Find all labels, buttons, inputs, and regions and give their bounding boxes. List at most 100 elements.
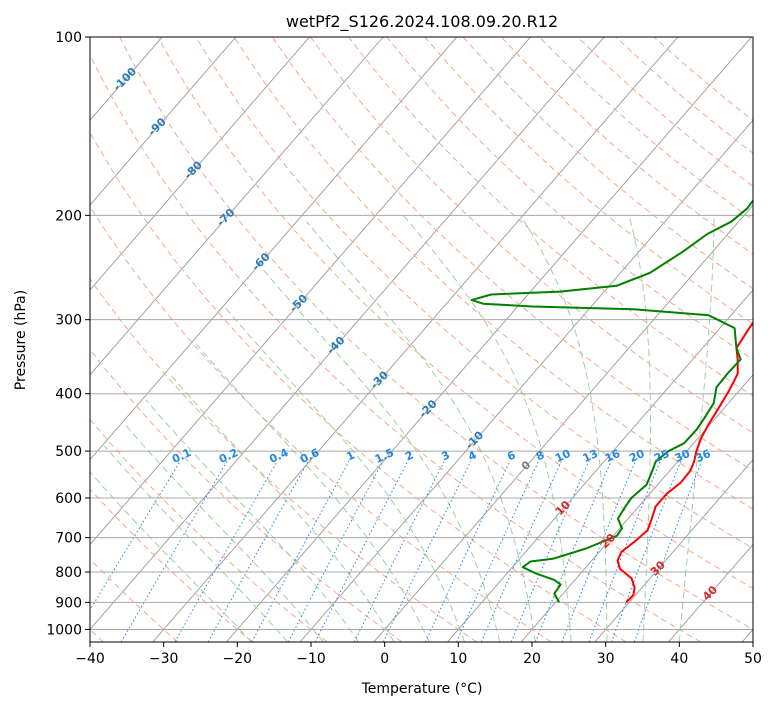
dry-adiabat-line (90, 488, 253, 642)
y-tick-label: 300 (55, 313, 82, 329)
background-lines (90, 37, 753, 642)
x-tick-label: 50 (744, 651, 762, 667)
moist-adiabat-line (261, 267, 501, 642)
x-tick-label: 20 (523, 651, 541, 667)
temperature-line (616, 321, 753, 604)
dry-adiabat-line (90, 277, 477, 642)
y-tick-label: 800 (55, 565, 82, 581)
dry-adiabat-line (90, 205, 552, 642)
x-tick-label: 10 (449, 651, 467, 667)
mixing-ratio-line (207, 460, 309, 642)
isotherm-line (90, 37, 237, 206)
line-labels: 0.1 0.2 0.4 0.6 1 1.5 2 3 4 6 8 10 13 16 20 25 30 36-100-… (111, 65, 721, 604)
isotherm-line (594, 459, 753, 642)
y-tick-label: 1000 (46, 622, 82, 638)
moist-adiabat-line (90, 471, 252, 642)
mixing-ratio-label: 13 (581, 447, 600, 465)
x-tick-label: 30 (597, 651, 615, 667)
y-axis-label: Pressure (hPa) (13, 290, 29, 390)
dry-adiabat-line (309, 37, 753, 434)
dry-adiabat-line (90, 418, 328, 642)
y-tick-label: 100 (55, 30, 82, 46)
dry-adiabat-line (157, 37, 753, 589)
mixing-ratio-label: 0.4 (267, 446, 290, 466)
isotherm-line (299, 119, 753, 642)
x-tick-label: 0 (380, 651, 389, 667)
mixing-ratio-line (480, 460, 562, 642)
mixing-ratio-label: 25 (652, 447, 671, 465)
mixing-ratio-line (120, 460, 228, 642)
mixing-ratio-line (534, 460, 612, 642)
y-tick-label: 200 (55, 208, 82, 224)
axes: −40 −30 −20 −10 0 10 20 30 40 50 1000 900 800 700 600 5… (46, 30, 762, 667)
mixing-ratio-label: 0.2 (217, 446, 240, 466)
isotherm-line (226, 37, 753, 642)
y-tick-label: 600 (55, 491, 82, 507)
isotherm-line (447, 289, 753, 642)
mixing-ratio-line (456, 460, 540, 642)
mixing-ratio-line (174, 460, 278, 642)
mixing-ratio-line (425, 460, 511, 642)
mixing-ratio-line (287, 460, 384, 642)
isotherm-line (90, 37, 532, 546)
dewpoint-line (470, 199, 753, 603)
mixing-ratio-label: 16 (603, 447, 623, 465)
x-tick-label: −30 (149, 651, 179, 667)
mixing-ratio-line (353, 460, 445, 642)
dry-adiabat-line (271, 37, 753, 472)
moist-adiabat-line (145, 399, 360, 642)
dry-adiabat-line (90, 131, 627, 642)
dry-adiabat-line (347, 37, 753, 397)
isotherm-line (90, 37, 458, 461)
moist-adiabat-line (306, 221, 536, 642)
chart-title: wetPf2_S126.2024.108.09.20.R12 (286, 12, 558, 32)
dry-adiabat-line (576, 37, 753, 187)
mixing-ratio-label: 0.6 (298, 446, 321, 466)
x-tick-label: −10 (296, 651, 326, 667)
x-tick-label: −20 (223, 651, 253, 667)
moist-adiabat-line (196, 343, 430, 642)
mixing-ratio-label: 1.5 (373, 446, 396, 466)
mixing-ratio-line (251, 460, 350, 642)
moist-adiabat-line (104, 445, 288, 642)
mixing-ratio-line (633, 461, 703, 642)
series-layer (470, 199, 753, 604)
y-tick-label: 900 (55, 595, 82, 611)
isotherm-line (90, 37, 605, 631)
mixing-ratio-label: 10 (553, 447, 573, 465)
mixing-ratio-line (561, 461, 636, 642)
mixing-ratio-label: 30 (673, 447, 693, 465)
mixing-ratio-label: 36 (694, 447, 714, 465)
isotherm-line (90, 37, 384, 376)
dry-adiabat-line (538, 37, 753, 221)
isotherm-line (741, 628, 753, 642)
isotherm-line (152, 37, 679, 642)
y-tick-label: 400 (55, 387, 82, 403)
moist-adiabat-line (402, 214, 572, 642)
isotherm-line (90, 37, 311, 291)
y-tick-label: 700 (55, 531, 82, 547)
moist-adiabat-line (169, 373, 395, 642)
dry-adiabat-line (90, 558, 179, 642)
moist-adiabat-line (223, 306, 465, 642)
mixing-ratio-line (382, 460, 472, 642)
dry-adiabat-line (90, 348, 403, 642)
x-tick-label: 40 (670, 651, 688, 667)
mixing-ratio-line (510, 460, 590, 642)
dry-adiabat-line (195, 37, 753, 549)
mixing-ratio-line (611, 461, 682, 642)
dry-adiabat-line (386, 37, 753, 361)
dry-adiabat-line (119, 37, 753, 630)
plot-frame (89, 36, 754, 643)
moist-adiabat-line (124, 423, 324, 642)
x-tick-label: −40 (75, 651, 105, 667)
moist-adiabat-line (628, 215, 651, 642)
mixing-ratio-label: 20 (627, 447, 647, 465)
isotherm-line (90, 37, 163, 121)
y-tick-label: 500 (55, 444, 82, 460)
mixing-ratio-line (588, 461, 661, 642)
mixing-ratio-line (314, 460, 409, 642)
moist-adiabat-line (678, 215, 715, 642)
moist-adiabat-line (519, 215, 608, 642)
isotherm-label: -100 (111, 65, 140, 94)
